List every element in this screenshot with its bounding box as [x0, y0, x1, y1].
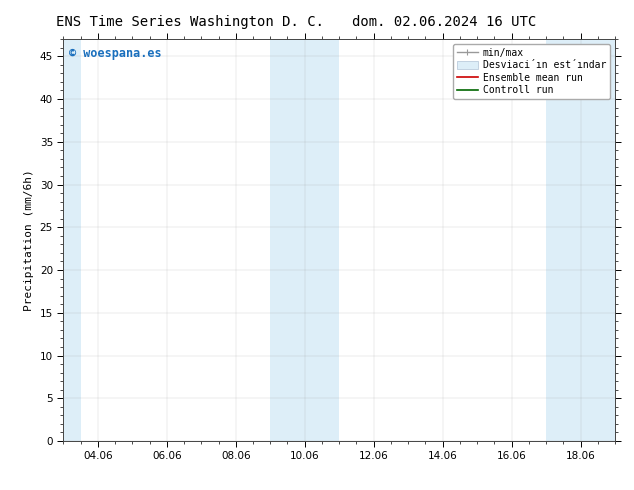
Text: ENS Time Series Washington D. C.: ENS Time Series Washington D. C. [56, 15, 324, 29]
Bar [546, 39, 615, 441]
Text: dom. 02.06.2024 16 UTC: dom. 02.06.2024 16 UTC [352, 15, 536, 29]
Bar [63, 39, 81, 441]
Text: © woespana.es: © woespana.es [69, 47, 162, 60]
Legend: min/max, Desviaci´ın est´ındar, Ensemble mean run, Controll run: min/max, Desviaci´ın est´ındar, Ensemble… [453, 44, 610, 99]
Y-axis label: Precipitation (mm/6h): Precipitation (mm/6h) [24, 169, 34, 311]
Bar [270, 39, 339, 441]
